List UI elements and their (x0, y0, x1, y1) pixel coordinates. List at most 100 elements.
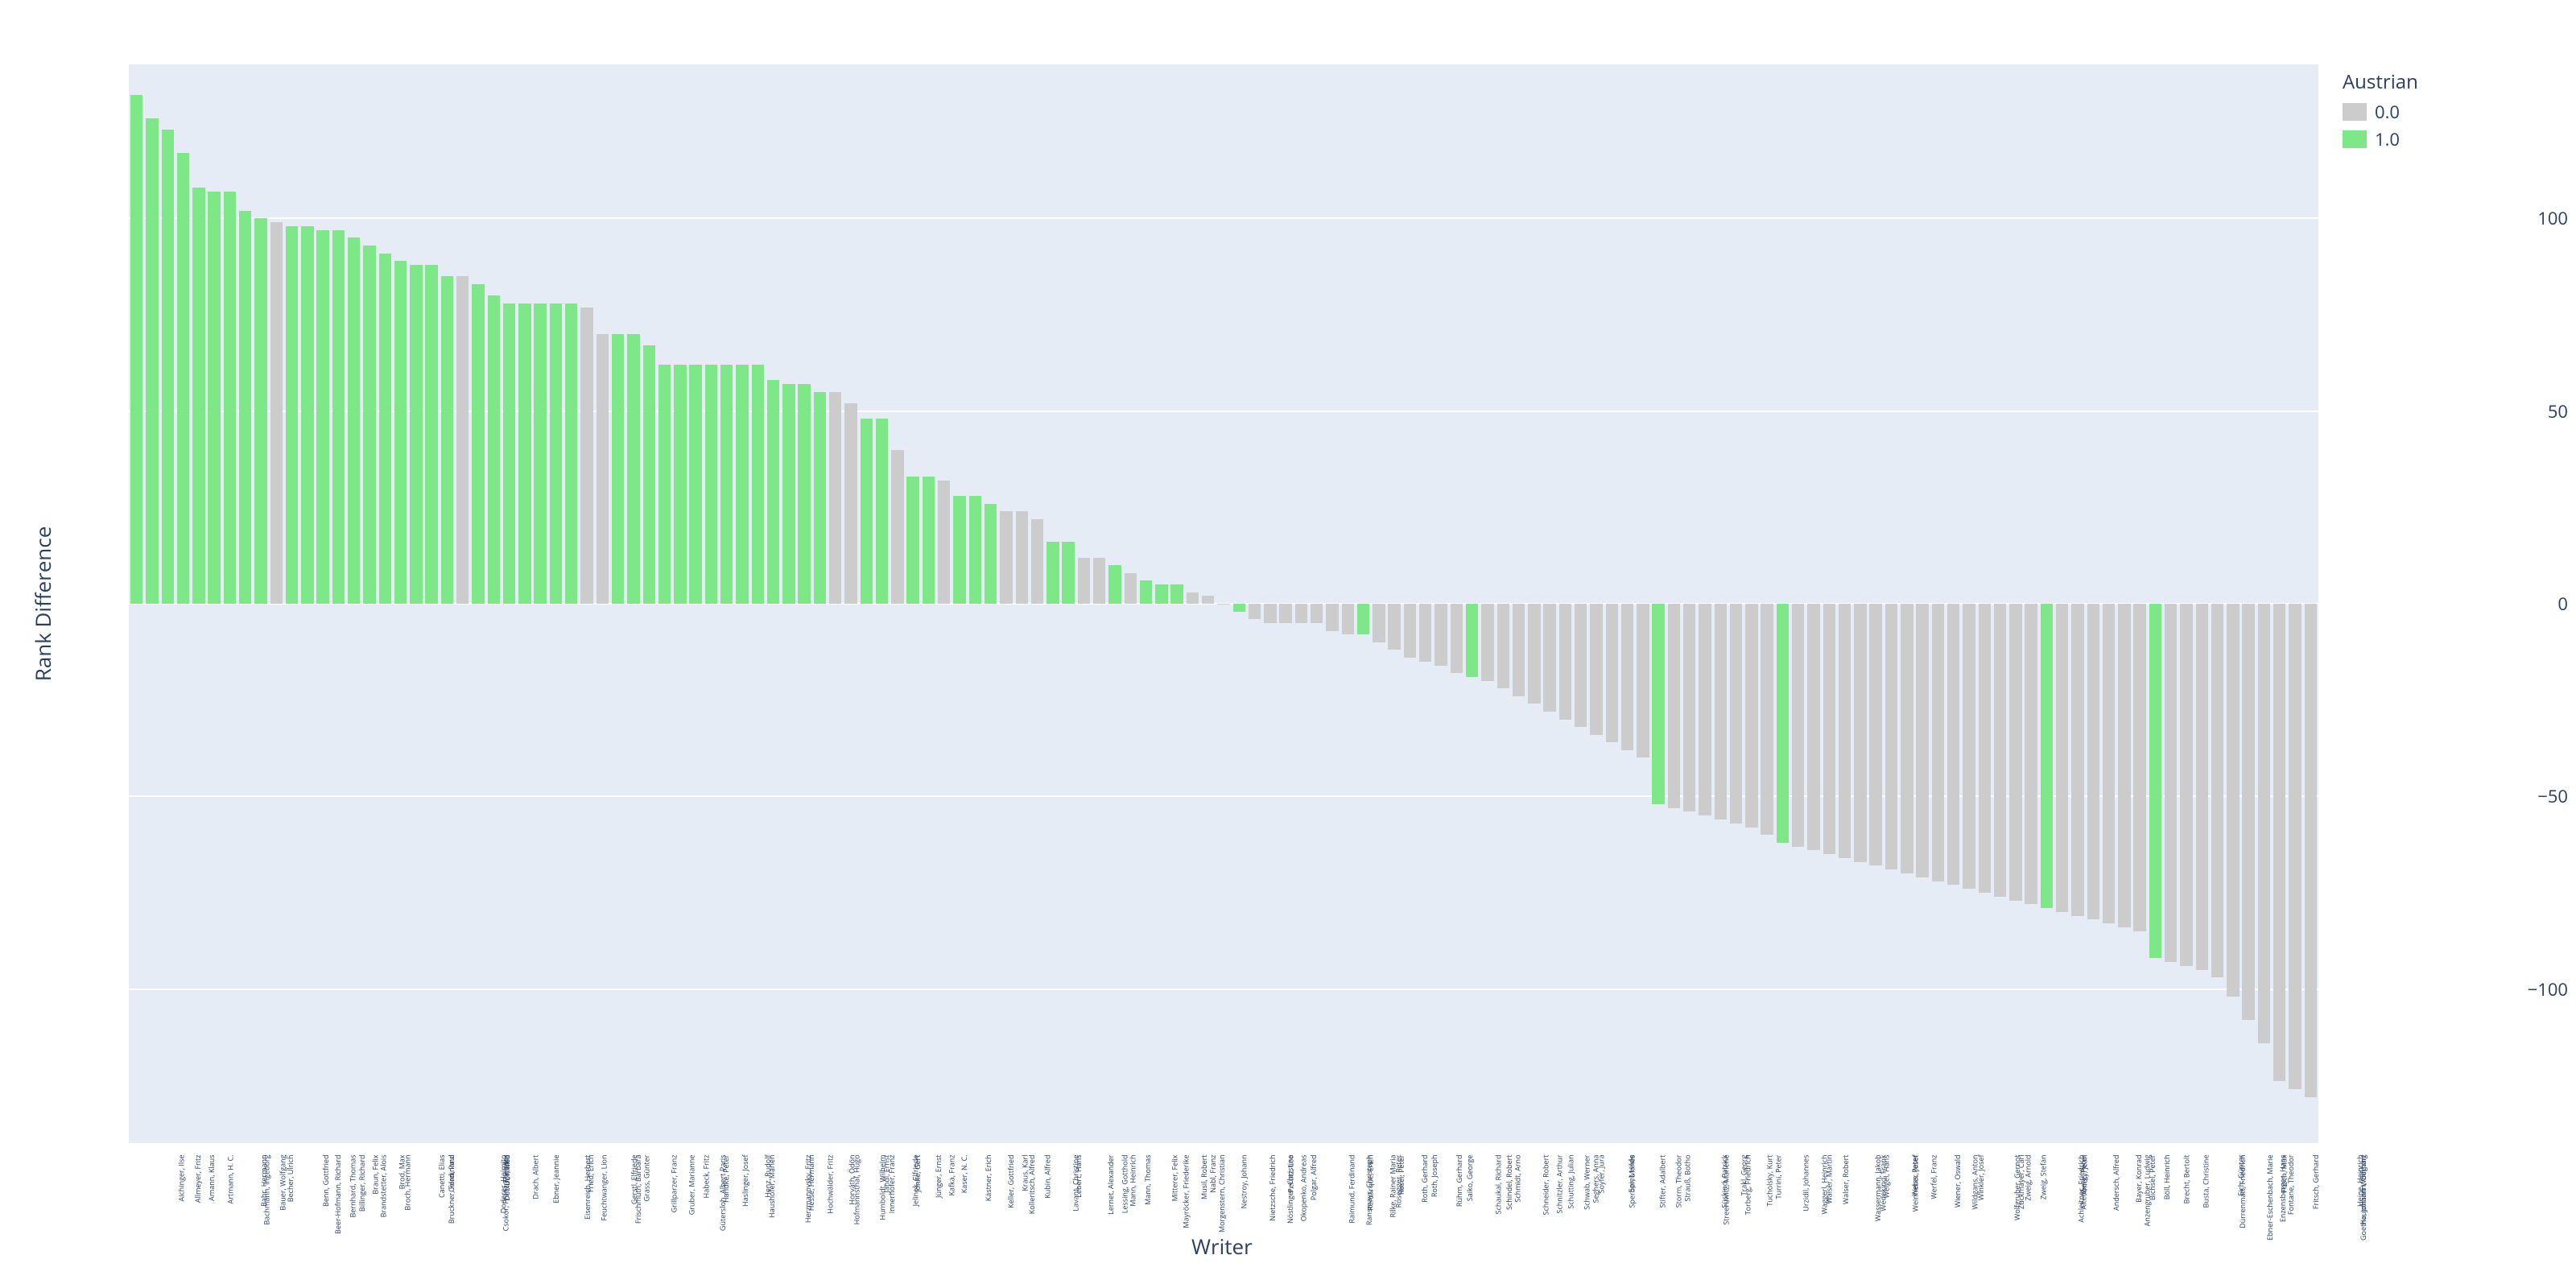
bar[interactable] (1249, 604, 1261, 619)
bar[interactable] (2133, 604, 2145, 931)
bar[interactable] (1497, 604, 1509, 688)
bar[interactable] (1373, 604, 1385, 642)
bar[interactable] (192, 188, 204, 604)
bar[interactable] (394, 261, 407, 604)
bar[interactable] (286, 226, 298, 604)
bar[interactable] (1979, 604, 1991, 893)
bar[interactable] (379, 254, 391, 605)
bar[interactable] (1062, 542, 1074, 604)
bar[interactable] (1559, 604, 1571, 720)
bar[interactable] (1854, 604, 1866, 862)
bar[interactable] (488, 295, 500, 604)
bar[interactable] (1155, 584, 1167, 604)
bar[interactable] (1078, 558, 1090, 604)
bar[interactable] (2305, 604, 2317, 1097)
bar[interactable] (2087, 604, 2099, 919)
bar[interactable] (565, 303, 577, 604)
bar[interactable] (782, 384, 795, 604)
bar[interactable] (1575, 604, 1587, 727)
bar[interactable] (1715, 604, 1727, 819)
bar[interactable] (2180, 604, 2192, 966)
bar[interactable] (2041, 604, 2053, 908)
bar[interactable] (798, 384, 810, 604)
bar[interactable] (410, 265, 422, 604)
bar[interactable] (363, 246, 375, 604)
bar[interactable] (736, 365, 748, 604)
legend-item[interactable]: 0.0 (2343, 100, 2418, 124)
bar[interactable] (1699, 604, 1711, 815)
bar[interactable] (1419, 604, 1431, 662)
bar[interactable] (1839, 604, 1851, 858)
bar[interactable] (316, 230, 328, 604)
bar[interactable] (861, 419, 873, 604)
bar[interactable] (580, 308, 592, 605)
bar[interactable] (752, 365, 764, 604)
bar[interactable] (301, 226, 313, 604)
bar[interactable] (1093, 558, 1105, 604)
bar[interactable] (1994, 604, 2006, 897)
bar[interactable] (1777, 604, 1789, 843)
bar[interactable] (1823, 604, 1835, 854)
bar[interactable] (891, 450, 903, 604)
bar[interactable] (1031, 519, 1043, 604)
bar[interactable] (348, 237, 360, 604)
bar[interactable] (612, 334, 624, 604)
bar[interactable] (1807, 604, 1819, 850)
bar[interactable] (2211, 604, 2223, 977)
bar[interactable] (953, 496, 965, 604)
bar[interactable] (1170, 584, 1183, 604)
bar[interactable] (2227, 604, 2239, 997)
bar[interactable] (1000, 511, 1012, 604)
bar[interactable] (1233, 604, 1245, 612)
bar[interactable] (1528, 604, 1540, 704)
bar[interactable] (1326, 604, 1338, 631)
bar[interactable] (472, 284, 484, 604)
bar[interactable] (1388, 604, 1400, 650)
bar[interactable] (1947, 604, 1959, 885)
bar[interactable] (1513, 604, 1525, 696)
bar[interactable] (1652, 604, 1664, 804)
bar[interactable] (2103, 604, 2115, 923)
bar[interactable] (1963, 604, 1975, 889)
bar[interactable] (1901, 604, 1913, 873)
bar[interactable] (1606, 604, 1618, 742)
bar[interactable] (550, 303, 562, 604)
bar[interactable] (270, 222, 283, 604)
bar[interactable] (1466, 604, 1478, 677)
bar[interactable] (1730, 604, 1742, 824)
bar[interactable] (239, 211, 251, 604)
bar[interactable] (2009, 604, 2021, 901)
bar[interactable] (876, 419, 888, 604)
bar[interactable] (456, 276, 469, 604)
bar[interactable] (844, 403, 857, 604)
bar[interactable] (1761, 604, 1773, 835)
bar[interactable] (1295, 604, 1307, 623)
bar[interactable] (2071, 604, 2083, 916)
bar[interactable] (1125, 573, 1137, 604)
bar[interactable] (923, 477, 935, 604)
bar[interactable] (969, 496, 981, 604)
bar[interactable] (658, 365, 671, 604)
bar[interactable] (829, 392, 841, 604)
bar[interactable] (1357, 604, 1369, 634)
bar[interactable] (2149, 604, 2161, 958)
bar[interactable] (627, 334, 639, 604)
bar[interactable] (597, 334, 609, 604)
bar[interactable] (441, 276, 453, 604)
bar[interactable] (1342, 604, 1354, 634)
bar[interactable] (1869, 604, 1881, 865)
bar[interactable] (2289, 604, 2301, 1089)
bar[interactable] (1590, 604, 1602, 735)
bar[interactable] (1916, 604, 1928, 877)
bar[interactable] (130, 95, 142, 604)
bar[interactable] (224, 192, 236, 604)
bar[interactable] (208, 192, 220, 604)
bar[interactable] (1621, 604, 1633, 750)
bar[interactable] (938, 481, 950, 604)
bar[interactable] (1046, 542, 1059, 604)
bar[interactable] (2025, 604, 2037, 904)
bar[interactable] (534, 303, 546, 604)
bar[interactable] (2242, 604, 2254, 1020)
bar[interactable] (705, 365, 717, 604)
bar[interactable] (1217, 604, 1229, 605)
